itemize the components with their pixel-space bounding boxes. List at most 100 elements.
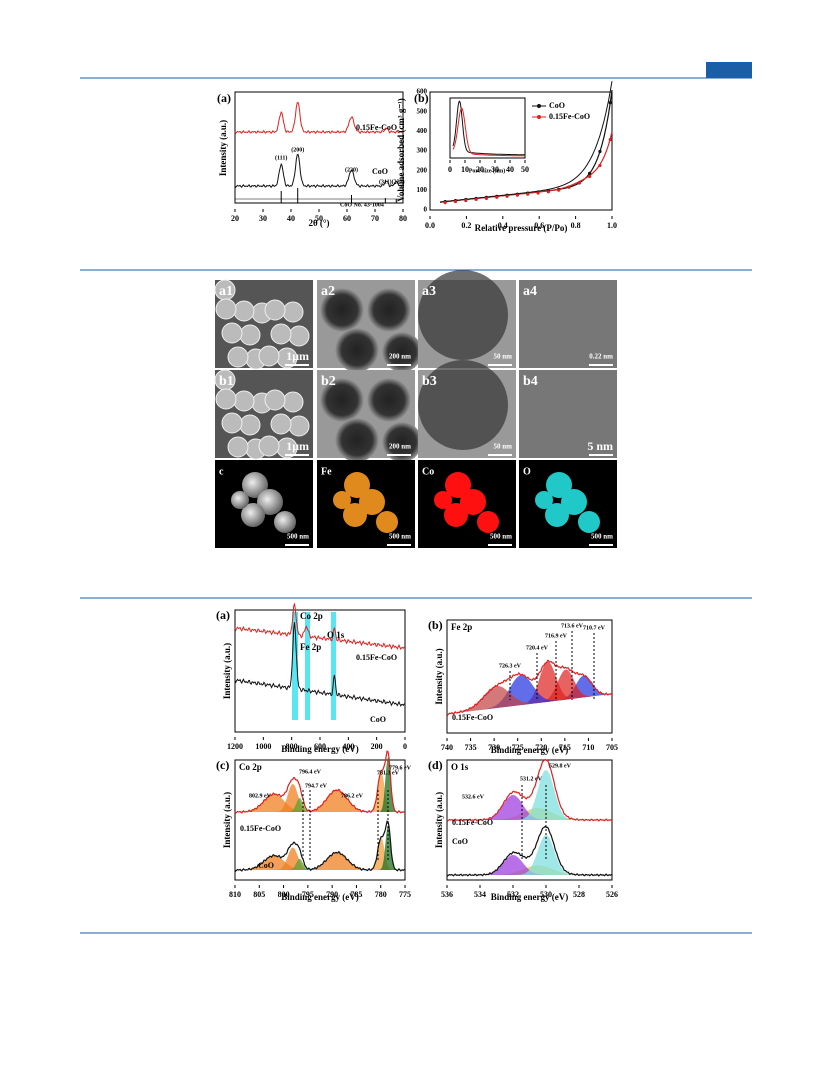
scale-bar [285,364,309,366]
y-axis-label: Intensity (a.u.) [434,792,444,848]
label: a3 [422,284,436,299]
label: Binding energy (eV) [491,745,569,755]
sphere [320,378,364,422]
x-tick-label: 0 [403,742,407,751]
scale-bar [387,364,411,366]
label: 781.3 eV [377,770,400,776]
sphere [320,288,364,332]
x-tick-label: 30 [259,214,267,223]
x-tick-label: 40 [506,165,514,174]
y-tick-label: 200 [417,166,428,174]
co-envelope [234,750,406,814]
flower [233,390,255,412]
label: a2 [321,284,335,299]
label: 532.6 eV [462,794,485,800]
marker [464,198,468,203]
x-tick-label: 790 [326,890,338,899]
label: Co 2p [239,762,262,772]
x-tick-label: 532 [507,890,519,899]
sphere [367,378,411,422]
label: Binding energy (eV) [281,892,359,902]
plot-frame [449,97,526,159]
marker [598,149,602,154]
label: O [523,466,531,477]
label: 0.15Fe-CoO [452,713,493,722]
x-tick-label: 20 [476,165,484,174]
x-tick-label: 60 [343,214,351,223]
plot-frame [234,91,404,204]
y-tick-label: 100 [417,186,428,194]
label: 531.2 eV [520,776,543,782]
sphere [418,360,508,450]
label: 200 nm [389,353,411,361]
x-tick-label: 526 [606,890,618,899]
label: CoO [372,167,388,176]
label: Pore size (nm) [469,167,506,174]
marker [588,174,592,179]
micrograph [519,280,617,368]
label: (d) [428,758,443,772]
y-axis-label: Intensity (a.u.) [222,643,232,699]
particle [242,472,268,498]
label: 500 nm [389,533,411,541]
x-tick-label: 775 [399,890,411,899]
x-tick-label: 795 [302,890,314,899]
label: 50 nm [494,353,513,361]
plot-frame [234,759,406,881]
x-tick-label: 80 [399,214,407,223]
marker [567,185,571,189]
particle [343,503,367,527]
psd-coo [452,100,526,156]
marker [453,199,458,204]
x-tick-label: 705 [606,743,618,752]
label: Fe 2p [451,622,472,632]
particle [434,491,452,509]
x-tick-label: 20 [231,214,239,223]
x-tick-label: 810 [229,890,241,899]
x-tick-label: 536 [441,890,453,899]
x-tick-label: 30 [491,165,499,174]
flower [221,322,243,344]
marker [598,163,602,168]
fit-peak [447,669,612,714]
particle [477,511,499,533]
survey-fe [234,603,406,651]
label: Co [422,466,434,477]
label: (a) [217,91,231,105]
label: a1 [219,284,233,299]
particle [444,503,468,527]
flower [282,301,304,323]
scale-bar [589,454,613,456]
marker [608,101,612,105]
marker [608,138,612,142]
flower [258,345,280,367]
label: 0.15Fe-CoO [356,653,397,662]
label: 0.15Fe-CoO [452,818,493,827]
particle [460,489,486,515]
marker [484,196,489,200]
fit-peak [235,855,405,870]
y-axis-label: Intensity (a.u.) [434,648,444,704]
survey-coo [234,622,406,707]
label: 779.6 eV [389,765,412,771]
particle [344,472,370,498]
scale-bar [488,454,512,456]
flower [227,436,249,458]
flower [264,299,286,321]
y-tick-label: 500 [417,107,428,115]
x-tick-label: 740 [441,743,453,752]
o-envelope [446,758,613,822]
x-tick-label: 1.0 [607,221,617,230]
marker [526,192,530,196]
x-tick-label: 200 [371,742,383,751]
x-tick-label: 0.0 [425,221,435,230]
y-axis-label: Volume adsorbed (cm³ g⁻¹) [396,98,406,202]
scale-bar [285,544,309,546]
particle [376,511,398,533]
particle [561,489,587,515]
x-tick-label: 530 [540,890,552,899]
particle [578,511,600,533]
x-tick-label: 0.4 [498,221,508,230]
flower [288,325,310,347]
